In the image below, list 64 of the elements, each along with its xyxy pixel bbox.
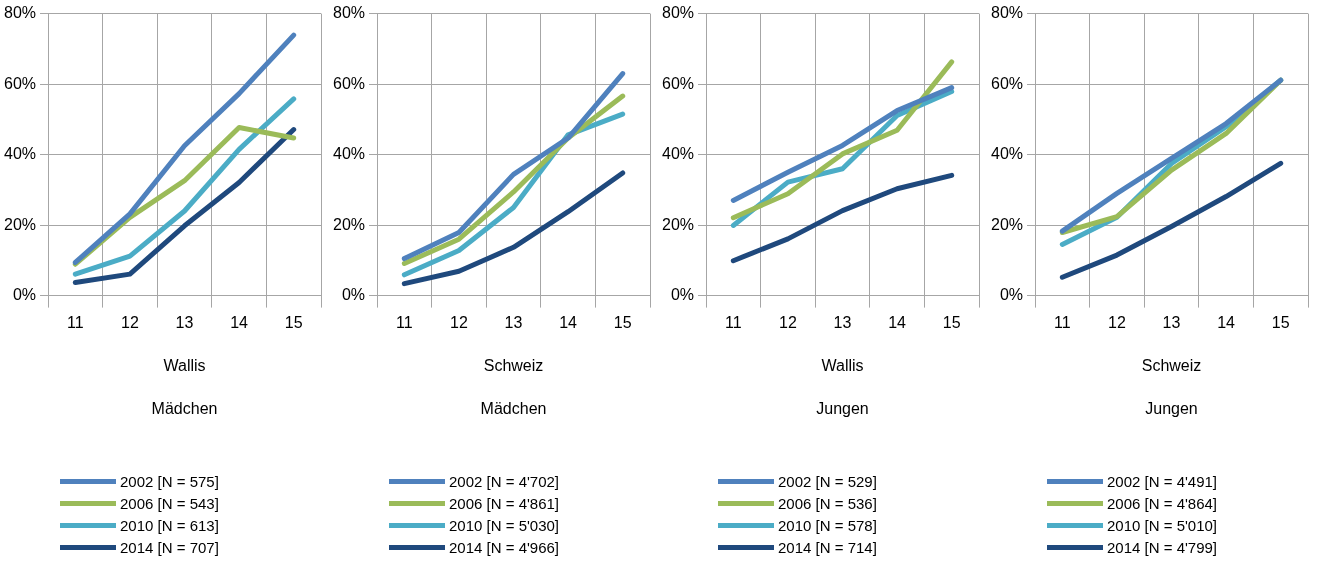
legend-label: 2002 [N = 4'491] — [1107, 472, 1218, 490]
x-axis-title: Schweiz — [483, 356, 544, 374]
y-tick-label: 80% — [990, 4, 1024, 22]
legend-label: 2014 [N = 714] — [778, 538, 877, 556]
x-tick-label: 13 — [175, 313, 194, 331]
y-tick-label: 0% — [341, 286, 366, 304]
y-tick-label: 80% — [3, 4, 37, 22]
y-tick-label: 40% — [3, 145, 37, 163]
x-tick-label: 13 — [833, 313, 852, 331]
legend-label: 2006 [N = 543] — [120, 494, 219, 512]
y-tick-label: 40% — [332, 145, 366, 163]
legend-label: 2014 [N = 4'799] — [1107, 538, 1218, 556]
x-tick-label: 15 — [1271, 313, 1290, 331]
y-tick-label: 20% — [661, 215, 695, 233]
x-tick-label: 11 — [67, 313, 84, 331]
y-tick-label: 20% — [332, 215, 366, 233]
y-tick-label: 40% — [661, 145, 695, 163]
x-tick-label: 12 — [779, 313, 797, 331]
x-tick-label: 13 — [1162, 313, 1181, 331]
y-tick-label: 0% — [670, 286, 695, 304]
y-tick-label: 0% — [999, 286, 1024, 304]
x-tick-label: 15 — [942, 313, 961, 331]
legend-label: 2006 [N = 4'861] — [449, 494, 560, 512]
y-tick-label: 60% — [990, 74, 1024, 92]
y-tick-label: 80% — [332, 4, 366, 22]
legend-label: 2010 [N = 5'030] — [449, 516, 560, 534]
x-tick-label: 15 — [613, 313, 632, 331]
x-tick-label: 14 — [1217, 313, 1236, 331]
legend-label: 2010 [N = 578] — [778, 516, 877, 534]
legend-label: 2010 [N = 613] — [120, 516, 219, 534]
legend-label: 2006 [N = 4'864] — [1107, 494, 1218, 512]
y-tick-label: 20% — [3, 215, 37, 233]
y-tick-label: 40% — [990, 145, 1024, 163]
y-tick-label: 80% — [661, 4, 695, 22]
x-tick-label: 14 — [888, 313, 907, 331]
y-tick-label: 60% — [332, 74, 366, 92]
x-tick-label: 12 — [121, 313, 139, 331]
text: Mädchen — [151, 400, 218, 418]
legend-label: 2014 [N = 4'966] — [449, 538, 560, 556]
legend-label: 2002 [N = 575] — [120, 472, 219, 490]
legend-label: 2002 [N = 529] — [778, 472, 877, 490]
text: Jungen — [1145, 400, 1198, 418]
x-axis-title: Schweiz — [1141, 356, 1202, 374]
y-tick-label: 60% — [3, 74, 37, 92]
x-tick-label: 14 — [230, 313, 249, 331]
x-axis-title: Wallis — [163, 356, 206, 374]
x-tick-label: 15 — [284, 313, 303, 331]
legend-label: 2002 [N = 4'702] — [449, 472, 560, 490]
y-tick-label: 0% — [12, 286, 37, 304]
x-tick-label: 11 — [1054, 313, 1071, 331]
x-tick-label: 12 — [450, 313, 468, 331]
y-tick-label: 60% — [661, 74, 695, 92]
x-tick-label: 11 — [725, 313, 742, 331]
y-tick-label: 20% — [990, 215, 1024, 233]
x-tick-label: 14 — [559, 313, 578, 331]
text: Mädchen — [480, 400, 547, 418]
x-tick-label: 11 — [396, 313, 413, 331]
text: Jungen — [816, 400, 869, 418]
legend-label: 2014 [N = 707] — [120, 538, 219, 556]
x-tick-label: 12 — [1108, 313, 1126, 331]
x-axis-title: Wallis — [821, 356, 864, 374]
legend-label: 2010 [N = 5'010] — [1107, 516, 1218, 534]
x-tick-label: 13 — [504, 313, 523, 331]
legend-label: 2006 [N = 536] — [778, 494, 877, 512]
